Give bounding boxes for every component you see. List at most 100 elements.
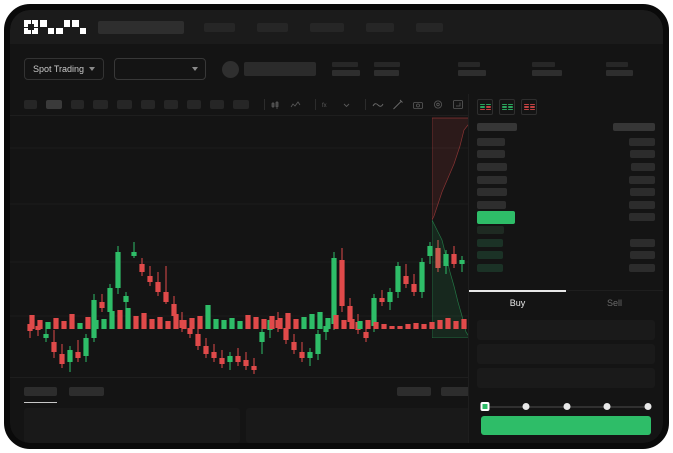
orders-tab-1[interactable] [24,387,57,403]
market-stats [332,62,634,76]
orderbook-row[interactable] [477,262,655,275]
indicator-icon[interactable]: fx [322,100,334,110]
timeframe-button-10[interactable] [233,100,249,109]
toggle-bar [523,103,529,106]
orderbook-view-asks-icon[interactable] [521,99,537,115]
orderbook-row[interactable] [477,199,655,212]
timeframe-button-1[interactable] [24,100,37,109]
stat-value [606,70,634,76]
price-field[interactable] [477,320,655,340]
chevron-down-icon [192,67,199,71]
header-nav-item-2[interactable] [257,22,288,32]
depth-chart-overlay [432,117,488,338]
orderbook-view-both-icon[interactable] [477,99,493,115]
orders-tab-2[interactable] [69,387,104,396]
orderbook-row[interactable] [477,186,655,199]
pencil-icon[interactable] [392,99,404,110]
settings-gear-icon[interactable] [432,99,444,110]
column-header-amount [613,123,655,132]
volume-series [29,305,488,329]
timeframe-button-5[interactable] [117,100,132,109]
toggle-bar [529,106,535,108]
market-stat-1 [332,62,361,76]
orderbook-price-cell [477,175,507,184]
orders-action-2[interactable] [441,387,474,396]
toggle-bar [523,106,529,108]
toggle-bar [501,106,507,108]
pair-avatar [222,60,240,78]
timeframe-button-3[interactable] [71,100,84,109]
column-header-price [477,123,517,132]
svg-text:fx: fx [322,103,327,109]
orderbook-amount-cell [629,137,655,146]
submit-order-button[interactable] [481,416,651,435]
timeframe-button-9[interactable] [210,100,224,109]
orders-action-1[interactable] [397,387,431,396]
slider-marker-100[interactable] [644,403,652,410]
timeframe-button-8[interactable] [187,100,201,109]
fullscreen-icon[interactable] [452,99,464,110]
stat-value [532,70,563,76]
stat-value [374,70,400,76]
orderbook-row[interactable] [477,210,655,224]
orderbook-row[interactable] [477,249,655,262]
price-chart[interactable] [10,116,488,377]
stat-value [332,70,361,76]
slider-marker-50[interactable] [563,403,570,410]
timeframe-button-6[interactable] [141,100,155,109]
chevron-down-icon [89,67,96,71]
total-field[interactable] [477,368,655,388]
timeframe-group [24,100,258,109]
chevron-down-icon[interactable] [342,100,351,110]
slider-marker-25[interactable] [522,403,530,410]
orderbook-amount-cell [630,188,655,197]
tab-sell[interactable]: Sell [606,297,622,308]
pair-select[interactable] [114,58,207,80]
amount-field[interactable] [477,344,655,364]
timeframe-button-4[interactable] [93,100,108,109]
orderbook-row[interactable] [477,161,655,174]
slider-marker-75[interactable] [603,403,611,410]
orders-tabs-left [24,387,104,403]
wave-chart-icon[interactable] [372,100,384,110]
orderbook-header-row [469,119,663,134]
buy-sell-tabs: Buy Sell [469,290,663,314]
device-frame: Spot Trading fx [4,4,669,449]
trading-mode-select[interactable]: Spot Trading [24,58,105,80]
search-input[interactable] [98,20,184,34]
orderbook-row[interactable] [477,224,655,237]
bottom-panel-right [246,408,476,443]
orderbook-row[interactable] [477,236,655,249]
timeframe-button-7[interactable] [164,100,178,109]
slider-marker-0[interactable] [480,402,490,411]
pair-name [244,62,317,76]
orderbook-row[interactable] [477,173,655,186]
orderbook-row[interactable] [477,148,655,161]
orders-panel [10,377,488,443]
header-nav-item-1[interactable] [204,22,235,32]
orderbook-price-cell [477,163,507,172]
amount-slider[interactable] [480,401,652,413]
toggle-bar [485,106,491,108]
orderbook-view-bids-icon[interactable] [499,99,515,115]
header-nav-item-3[interactable] [310,22,344,32]
orderbook-rows[interactable] [469,134,663,275]
header-nav-item-5[interactable] [416,22,443,32]
stat-label [374,62,401,67]
pair-bar: Spot Trading [10,44,663,94]
chart-toolbar: fx [10,94,663,116]
orderbook-current-price [477,210,515,224]
tab-buy[interactable]: Buy [469,290,566,314]
timeframe-button-2[interactable] [46,100,62,109]
orderbook-column-headers [477,121,655,134]
camera-icon[interactable] [412,100,424,110]
header-nav-item-4[interactable] [366,22,394,32]
candlestick-chart-icon[interactable] [271,100,282,110]
toggle-bar [507,108,513,111]
line-chart-icon[interactable] [290,100,301,110]
app-screen: Spot Trading fx [10,10,663,443]
okx-logo-icon[interactable] [24,20,86,34]
orderbook-row[interactable] [477,136,655,149]
app-header [10,10,663,44]
orderbook-amount-cell [629,263,655,272]
